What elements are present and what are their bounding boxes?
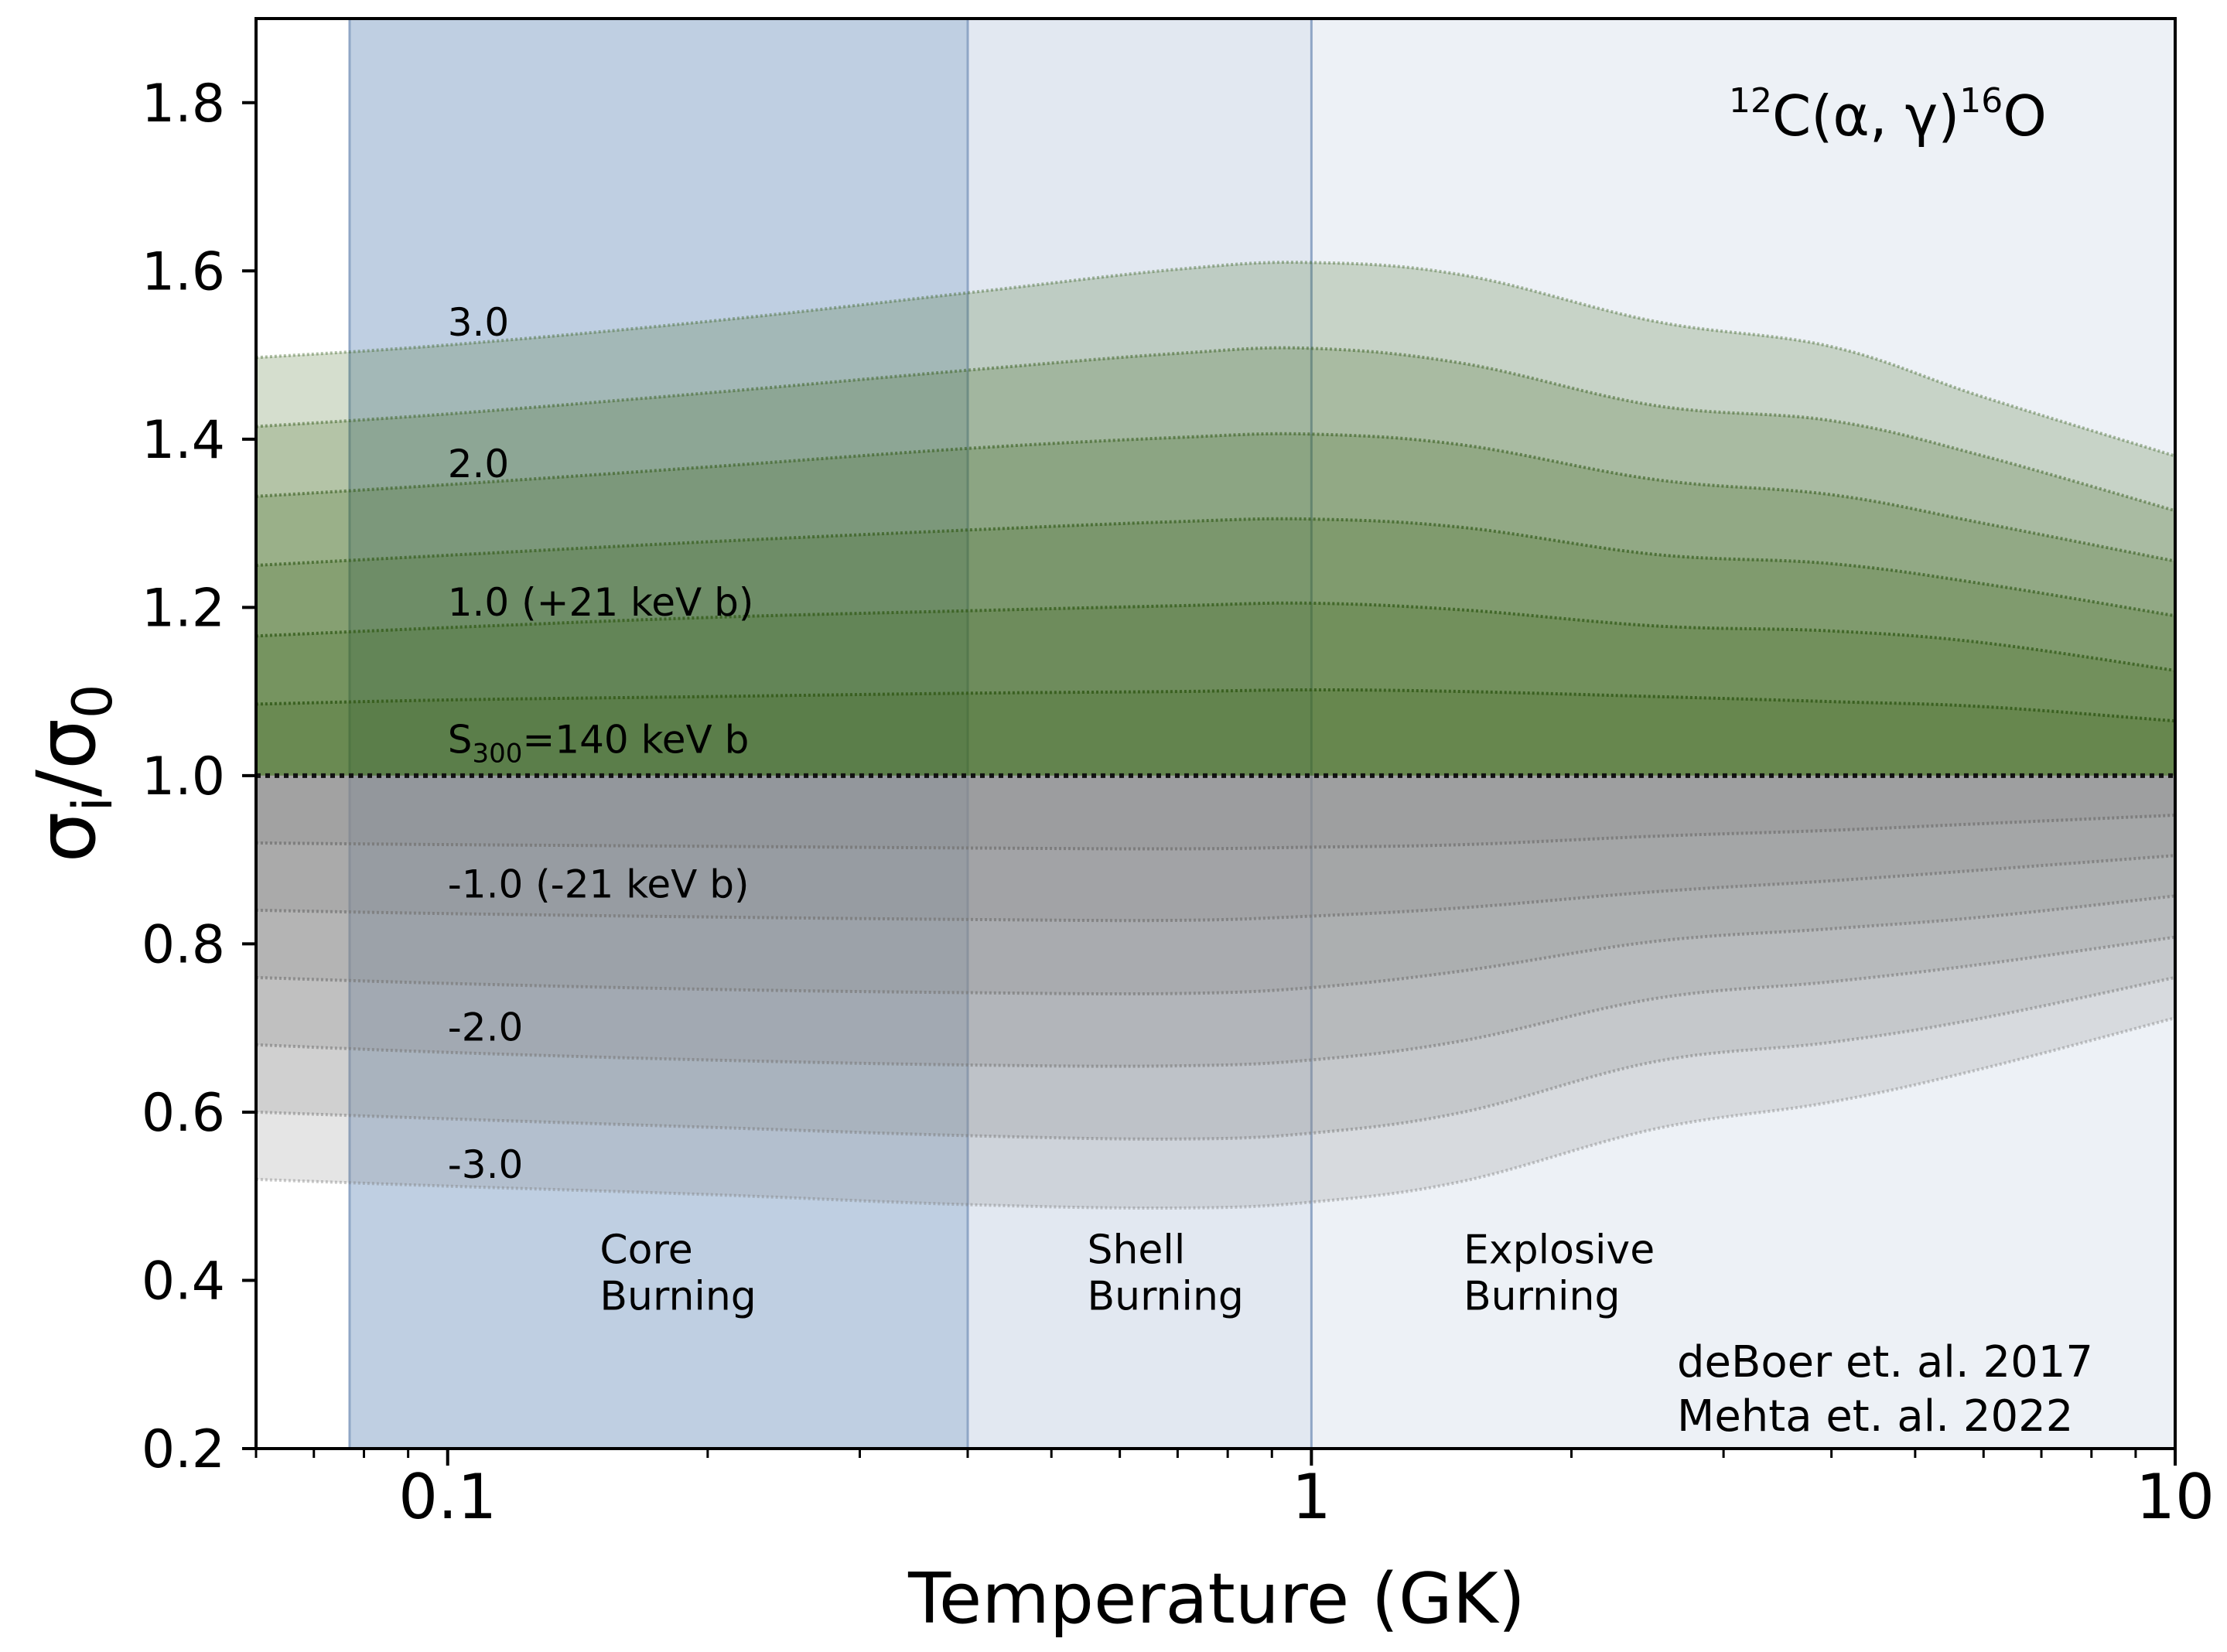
plot-frame bbox=[254, 17, 2177, 1450]
reaction-main: C(α, γ) bbox=[1772, 84, 1959, 148]
band-+3.0 bbox=[256, 262, 2175, 776]
y-tick-label: 0.2 bbox=[142, 1419, 225, 1480]
y-label-sub-i: i bbox=[61, 797, 125, 811]
y-tick-label: 0.8 bbox=[142, 914, 225, 975]
curve--2.5 bbox=[255, 975, 2176, 1141]
reference-deboer: deBoer et. al. 2017 bbox=[1677, 1337, 2093, 1387]
curve-label-4: -1.0 (-21 keV b) bbox=[448, 862, 750, 907]
curve-label-2: 1.0 (+21 keV b) bbox=[448, 580, 754, 625]
x-tick-label: 0.1 bbox=[398, 1461, 497, 1533]
reaction-mass-1: 12 bbox=[1729, 81, 1772, 121]
band--3.0 bbox=[256, 775, 2175, 1209]
data-bands bbox=[256, 262, 2175, 1209]
curve-+0.5 bbox=[255, 688, 2176, 723]
curve-label-text: -1.0 (-21 keV b) bbox=[448, 862, 750, 907]
band-+1.5 bbox=[256, 518, 2175, 776]
curve-label-sub: 300 bbox=[472, 739, 522, 770]
region-label-1-line2: Burning bbox=[1087, 1274, 1243, 1320]
curve--2.0 bbox=[255, 935, 2176, 1068]
curve-+2.0 bbox=[255, 432, 2176, 563]
x-tick-label: 10 bbox=[2136, 1461, 2215, 1533]
y-label-sigma-0: σ bbox=[19, 718, 114, 770]
curve-label-text: 1.0 (+21 keV b) bbox=[448, 580, 754, 625]
curve-label-3: S300=140 keV b bbox=[448, 718, 750, 770]
y-label-sub-0: 0 bbox=[61, 684, 125, 719]
curve-+3.0 bbox=[255, 261, 2176, 458]
curve-label-0: 3.0 bbox=[448, 300, 510, 345]
reaction-label: 12C(α, γ)16O bbox=[1729, 81, 2047, 148]
y-tick-label: 0.4 bbox=[142, 1251, 225, 1312]
y-tick-label: 1.6 bbox=[142, 241, 225, 302]
data-lines bbox=[255, 261, 2176, 1210]
y-tick-label: 0.6 bbox=[142, 1083, 225, 1144]
region-core-burning bbox=[349, 19, 968, 1449]
curve-labels: 3.0 2.0 1.0 (+21 keV b) S300=140 keV b -1.0 … bbox=[448, 300, 754, 1187]
curve--1.5 bbox=[255, 894, 2176, 996]
y-axis: 0.2 0.4 0.6 0.8 1.0 1.2 1.4 1.6 1.8 bbox=[142, 73, 256, 1480]
burning-regions bbox=[348, 19, 2175, 1449]
region-label-0-line1: Core bbox=[599, 1227, 692, 1274]
band--2.5 bbox=[256, 775, 2175, 1139]
y-axis-label: σi/σ0 bbox=[19, 684, 125, 863]
band-+2.5 bbox=[256, 347, 2175, 776]
band--0.5 bbox=[256, 775, 2175, 849]
region-shell-burning bbox=[968, 19, 1312, 1449]
region-label-1-line1: Shell bbox=[1087, 1227, 1185, 1274]
y-label-slash: / bbox=[19, 769, 114, 797]
band--1.0 bbox=[256, 775, 2175, 921]
curve-label-1: 2.0 bbox=[448, 442, 510, 486]
region-label-2-line2: Burning bbox=[1464, 1274, 1620, 1320]
band-+0.5 bbox=[256, 689, 2175, 776]
reaction-product: O bbox=[2003, 84, 2047, 148]
curve-label-rest: =140 keV b bbox=[522, 718, 749, 763]
band-+2.0 bbox=[256, 433, 2175, 776]
curve-label-text: 2.0 bbox=[448, 442, 510, 486]
x-axis: 0.1 1 10 bbox=[254, 1449, 2215, 1533]
x-tick-label: 1 bbox=[1292, 1461, 1331, 1533]
curve-label-text: -2.0 bbox=[448, 1005, 524, 1050]
band--2.0 bbox=[256, 775, 2175, 1067]
curve-+1.5 bbox=[255, 517, 2176, 618]
curve--3.0 bbox=[255, 1016, 2176, 1210]
curve-+1.0 bbox=[255, 601, 2176, 672]
y-tick-label: 1.2 bbox=[142, 578, 225, 639]
x-axis-label: Temperature (GK) bbox=[907, 1558, 1525, 1640]
curve-label-text: S bbox=[448, 718, 473, 763]
y-label-sigma-i: σ bbox=[19, 812, 114, 863]
curve--1.0 bbox=[255, 854, 2176, 923]
y-tick-label: 1.8 bbox=[142, 73, 225, 135]
curve-label-5: -2.0 bbox=[448, 1005, 524, 1050]
region-label-2-line1: Explosive bbox=[1464, 1227, 1655, 1274]
region-explosive-burning bbox=[1311, 19, 2175, 1449]
curve-label-6: -3.0 bbox=[448, 1142, 524, 1187]
reference-mehta: Mehta et. al. 2022 bbox=[1677, 1391, 2073, 1442]
band-+1.0 bbox=[256, 602, 2175, 776]
band--1.5 bbox=[256, 775, 2175, 995]
curve-label-text: -3.0 bbox=[448, 1142, 524, 1187]
y-tick-label: 1.0 bbox=[142, 746, 225, 807]
curve-label-text: 3.0 bbox=[448, 300, 510, 345]
curve--0.5 bbox=[255, 814, 2176, 851]
y-tick-label: 1.4 bbox=[142, 410, 225, 471]
curve-+2.5 bbox=[255, 346, 2176, 513]
reaction-mass-2: 16 bbox=[1959, 81, 2003, 121]
region-label-0-line2: Burning bbox=[599, 1274, 756, 1320]
